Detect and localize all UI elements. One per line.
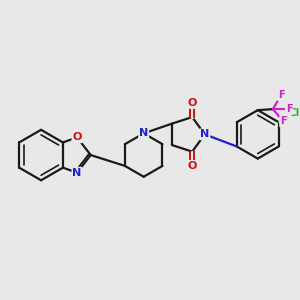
- Text: O: O: [188, 98, 197, 108]
- Text: F: F: [286, 104, 292, 114]
- Text: N: N: [139, 128, 148, 138]
- Text: N: N: [200, 129, 209, 140]
- Text: F: F: [278, 90, 284, 100]
- Text: F: F: [280, 116, 286, 127]
- Text: N: N: [72, 168, 82, 178]
- Text: O: O: [188, 161, 197, 171]
- Text: O: O: [72, 132, 82, 142]
- Text: Cl: Cl: [288, 108, 299, 118]
